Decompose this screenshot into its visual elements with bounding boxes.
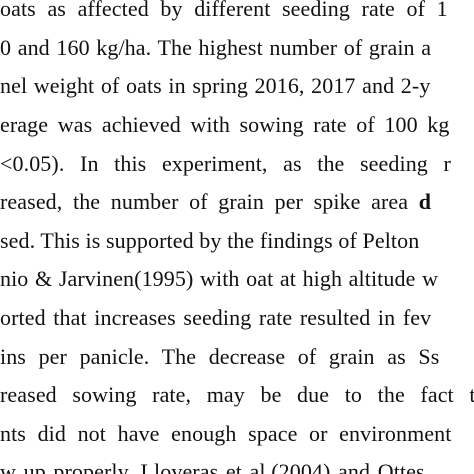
body-text-line-10-main: ins per panicle. The decrease of grain a… — [0, 344, 406, 369]
body-text-line-11: reased sowing rate, may be due to the fa… — [0, 382, 474, 407]
body-text-line-9: orted that increases seeding rate result… — [0, 305, 432, 330]
body-text-line-1: oats as affected by different seeding ra… — [0, 0, 448, 21]
body-text-line-13-tail: s — [416, 459, 425, 474]
body-text-line-4: erage was achieved with sowing rate of 1… — [0, 112, 450, 137]
body-text-line-6-main: reased, the number of grain per spike ar… — [0, 189, 409, 214]
body-text-line-8: nio & Jarvinen(1995) with oat at high al… — [0, 266, 439, 291]
body-text-line-5: <0.05). In this experiment, as the seedi… — [0, 151, 451, 176]
body-text-line-7: sed. This is supported by the findings o… — [0, 228, 420, 253]
body-text-line-2: 0 and 160 kg/ha. The highest number of g… — [0, 35, 432, 60]
body-text-line-12: nts did not have enough space or environ… — [0, 421, 452, 446]
body-text-line-6: reased, the number of grain per spike ar… — [0, 189, 431, 215]
body-text-line-3: nel weight of oats in spring 2016, 2017 … — [0, 73, 431, 98]
body-text-line-13: w up properly. Lloveras et al.(2004) and… — [0, 459, 425, 474]
body-text-line-13-main: w up properly. Lloveras et al.(2004) and… — [0, 459, 417, 474]
body-text-line-10-tail: Ss — [418, 344, 440, 369]
body-text-line-6-tail: d — [418, 189, 432, 214]
body-text-line-10: ins per panicle. The decrease of grain a… — [0, 344, 439, 370]
